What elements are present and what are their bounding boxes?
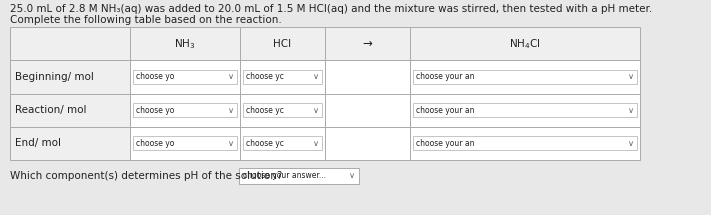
- Text: Reaction/ mol: Reaction/ mol: [15, 105, 87, 115]
- Text: NH$_3$: NH$_3$: [174, 37, 196, 51]
- Bar: [133, 70, 237, 84]
- Text: Beginning/ mol: Beginning/ mol: [15, 72, 94, 82]
- Text: choose yc: choose yc: [246, 72, 284, 81]
- Bar: [243, 70, 322, 84]
- Text: choose your an: choose your an: [416, 139, 474, 148]
- Text: HCl: HCl: [274, 39, 292, 49]
- Text: ∨: ∨: [628, 139, 634, 148]
- Bar: [325, 60, 410, 94]
- Bar: [410, 127, 640, 160]
- Bar: [410, 94, 640, 127]
- Bar: [240, 127, 325, 160]
- Text: NH$_4$Cl: NH$_4$Cl: [509, 37, 541, 51]
- Bar: [10, 60, 130, 94]
- Text: ∨: ∨: [228, 106, 234, 115]
- Bar: [410, 27, 640, 60]
- Text: →: →: [363, 37, 373, 50]
- Bar: [130, 27, 240, 60]
- Text: ∨: ∨: [313, 72, 319, 81]
- Bar: [243, 103, 322, 117]
- Bar: [10, 27, 130, 60]
- Text: choose yo: choose yo: [136, 106, 174, 115]
- Bar: [133, 103, 237, 117]
- Text: choose your an: choose your an: [416, 72, 474, 81]
- Bar: [130, 60, 240, 94]
- Bar: [410, 60, 640, 94]
- Text: ∨: ∨: [628, 72, 634, 81]
- Bar: [240, 168, 359, 184]
- Bar: [413, 136, 637, 150]
- Bar: [325, 127, 410, 160]
- Bar: [240, 94, 325, 127]
- Text: Complete the following table based on the reaction.: Complete the following table based on th…: [10, 15, 282, 25]
- Bar: [133, 136, 237, 150]
- Text: choose yo: choose yo: [136, 72, 174, 81]
- Text: End/ mol: End/ mol: [15, 138, 61, 148]
- Bar: [130, 94, 240, 127]
- Text: choose yc: choose yc: [246, 139, 284, 148]
- Bar: [240, 60, 325, 94]
- Text: choose your answer...: choose your answer...: [243, 172, 326, 181]
- Text: ∨: ∨: [349, 172, 356, 181]
- Bar: [413, 70, 637, 84]
- Text: ∨: ∨: [228, 139, 234, 148]
- Bar: [10, 127, 130, 160]
- Text: ∨: ∨: [628, 106, 634, 115]
- Bar: [240, 27, 325, 60]
- Text: choose yc: choose yc: [246, 106, 284, 115]
- Bar: [10, 94, 130, 127]
- Text: ∨: ∨: [228, 72, 234, 81]
- Text: Which component(s) determines pH of the solution?: Which component(s) determines pH of the …: [10, 171, 282, 181]
- Text: ∨: ∨: [313, 139, 319, 148]
- Bar: [325, 94, 410, 127]
- Bar: [130, 127, 240, 160]
- Text: choose yo: choose yo: [136, 139, 174, 148]
- Bar: [413, 103, 637, 117]
- Bar: [243, 136, 322, 150]
- Text: 25.0 mL of 2.8 M NH₃(aq) was added to 20.0 mL of 1.5 M HCl(aq) and the mixture w: 25.0 mL of 2.8 M NH₃(aq) was added to 20…: [10, 4, 652, 14]
- Text: choose your an: choose your an: [416, 106, 474, 115]
- Text: ∨: ∨: [313, 106, 319, 115]
- Bar: [325, 27, 410, 60]
